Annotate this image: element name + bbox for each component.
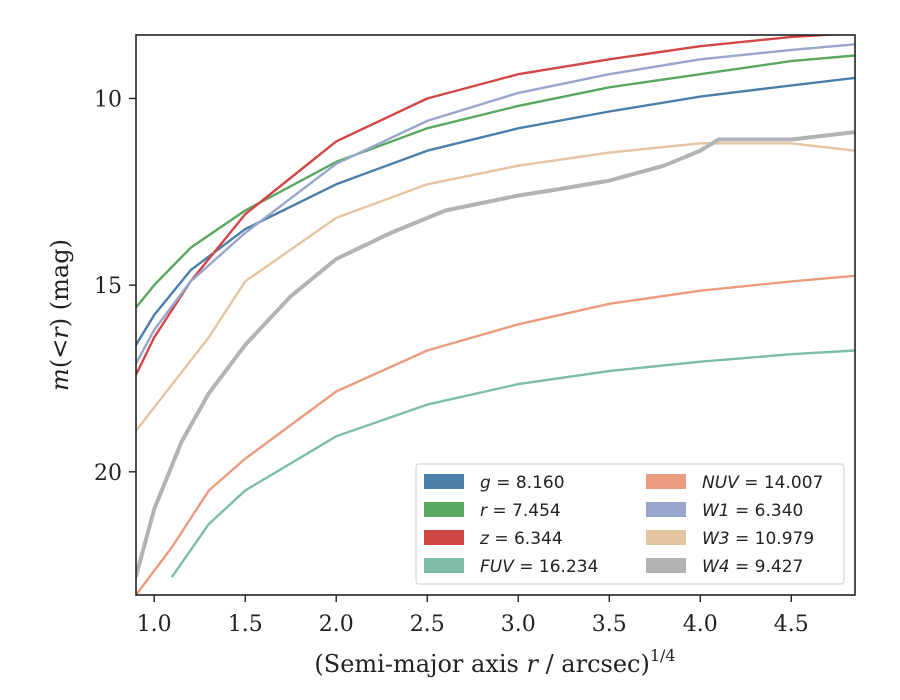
x-tick-label: 1.5 [228,612,263,637]
x-tick-label: 2.0 [319,612,354,637]
series-line-z [136,35,844,376]
series-layer [136,35,855,595]
legend-label-nuv: NUV = 14.007 [702,473,823,493]
x-tick-label: 2.5 [410,612,445,637]
legend-swatch-z [424,530,464,545]
plot-frame [135,34,856,596]
series-line-w3 [136,142,855,432]
legend-swatch-r [424,502,464,517]
legend-swatch-w1 [646,502,686,517]
legend-swatch-nuv [646,474,686,489]
legend-label-w3: W3 = 10.979 [702,529,814,549]
series-line-w1 [136,43,855,365]
x-axis-label: (Semi-major axis r / arcsec)1/4 [314,646,675,678]
x-tick-label: 4.0 [683,612,718,637]
series-line-fuv [171,349,855,578]
y-axis-ticks: 10 15 20 [94,87,136,486]
legend-label-g: g = 8.160 [480,473,565,493]
legend-swatch-fuv [424,558,464,573]
y-axis-label: m(<r) (mag) [46,239,74,391]
legend-label-w4: W4 = 9.427 [702,557,803,577]
y-tick-label: 15 [94,274,122,299]
series-line-r [136,54,855,309]
series-line-g [136,76,855,347]
series-line-nuv [136,274,855,595]
legend-swatch-w3 [646,530,686,545]
legend-swatch-w4 [646,558,686,573]
legend-label-fuv: FUV = 16.234 [480,557,598,577]
legend-label-w1: W1 = 6.340 [702,501,803,521]
legend-entries: g = 8.160 r = 7.454 z = 6.344 FUV = 16.234 N… [424,473,823,577]
legend: g = 8.160 r = 7.454 z = 6.344 FUV = 16.234 N… [415,463,845,585]
y-tick-label: 20 [94,461,122,486]
x-tick-label: 3.5 [592,612,627,637]
legend-label-r: r = 7.454 [480,501,561,521]
x-axis-ticks: 1.0 1.5 2.0 2.5 3.0 3.5 4.0 4.5 [137,595,809,637]
y-tick-label: 10 [94,87,122,112]
x-tick-label: 1.0 [137,612,172,637]
legend-box [415,463,845,585]
series-line-w4 [136,130,855,579]
x-tick-label: 4.5 [774,612,809,637]
x-tick-label: 3.0 [501,612,536,637]
legend-swatch-g [424,474,464,489]
legend-label-z: z = 6.344 [479,529,563,549]
